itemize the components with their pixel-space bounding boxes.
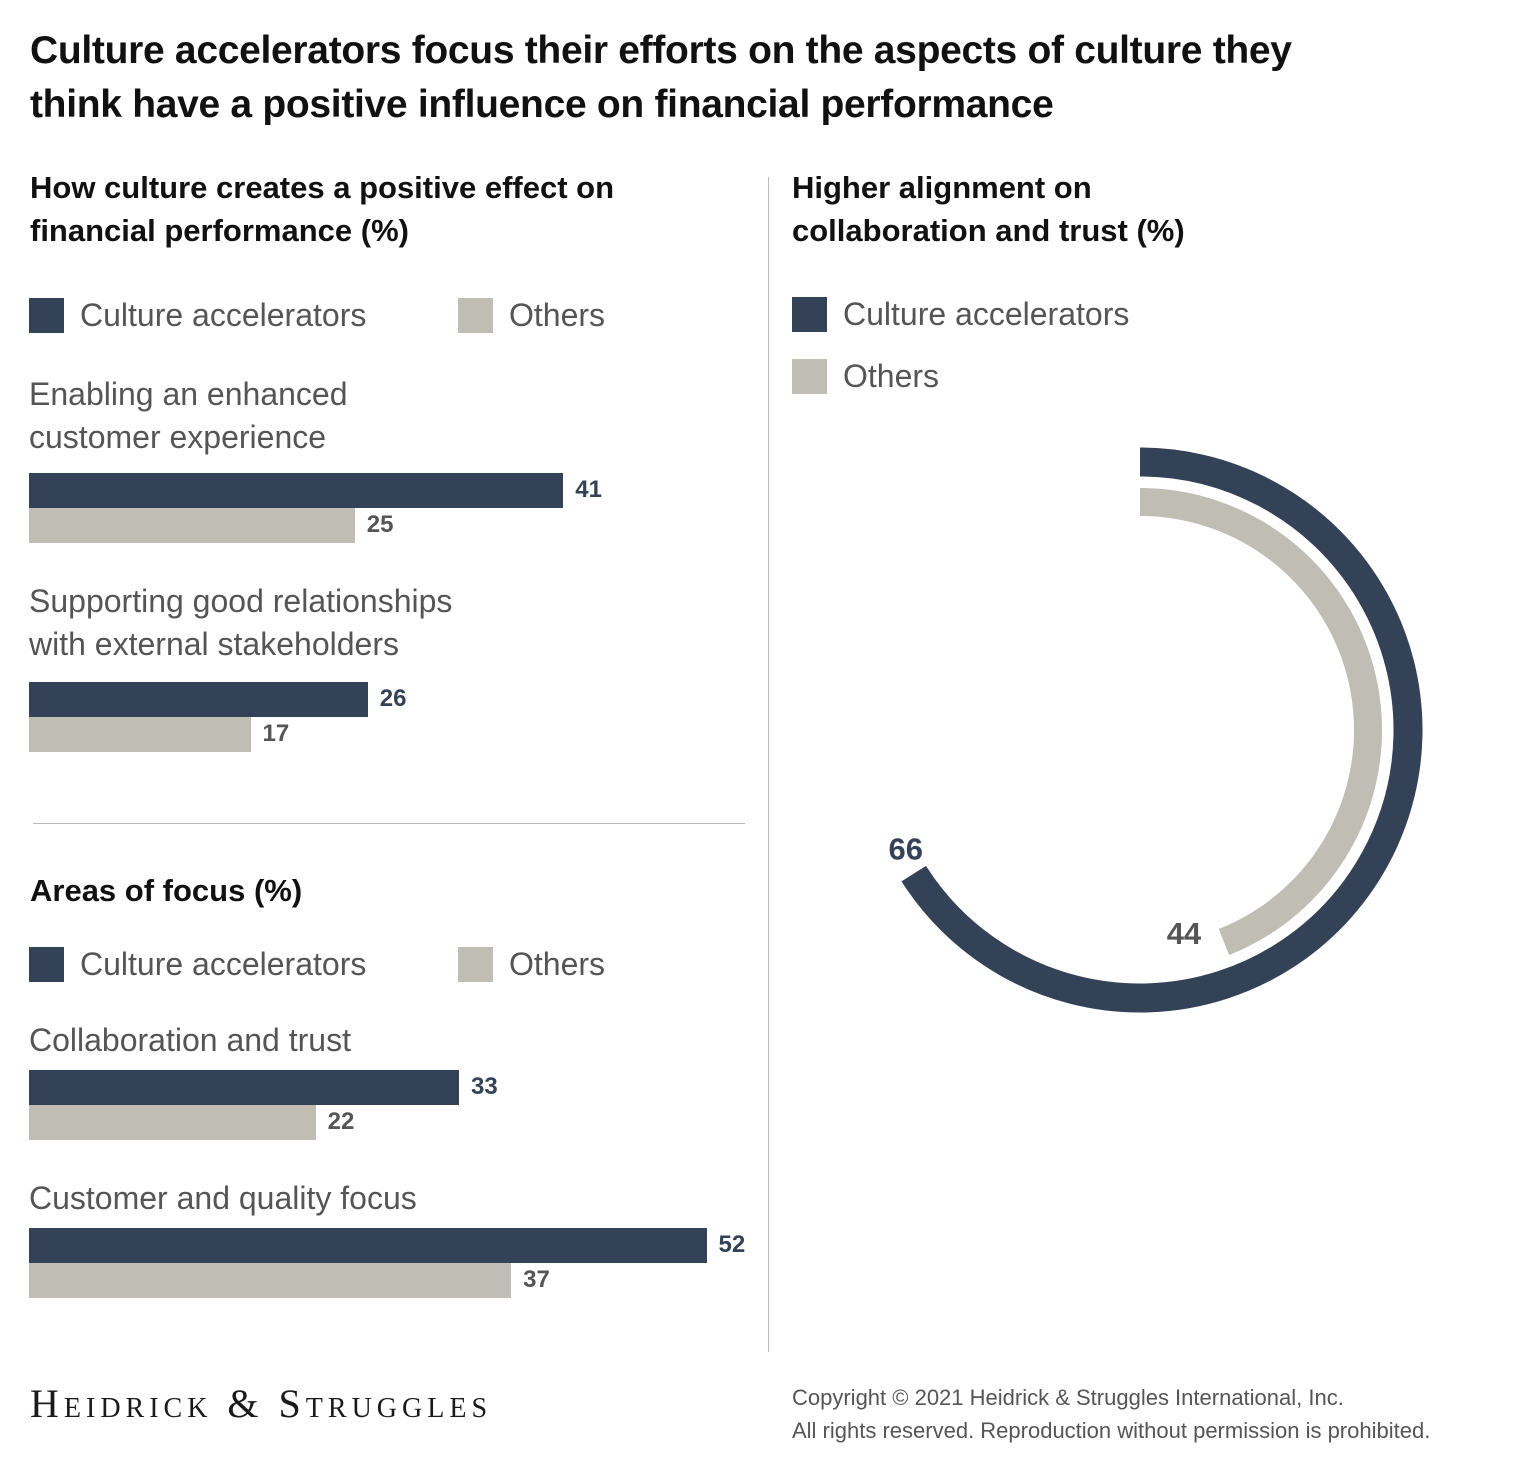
- heidrick-struggles-logo: Heidrick & Struggles: [30, 1380, 492, 1427]
- arc-value-label: 66: [888, 832, 922, 867]
- chart1-legend-accelerators: Culture accelerators: [29, 297, 366, 334]
- bar-others: [29, 508, 355, 543]
- legend-swatch: [792, 297, 827, 332]
- category-label: Customer and quality focus: [29, 1180, 417, 1216]
- bar-value-label: 26: [379, 685, 407, 712]
- arc-culture-accelerators: [901, 447, 1423, 1013]
- bar-value-label: 52: [718, 1231, 746, 1258]
- bar-culture-accelerators: [29, 682, 368, 717]
- vertical-divider: [768, 177, 769, 1352]
- bar-culture-accelerators: [29, 1228, 707, 1263]
- bar-others: [29, 1105, 316, 1140]
- category-label: Collaboration and trust: [29, 1022, 351, 1058]
- horizontal-divider: [33, 823, 745, 824]
- chart2-legend-accelerators: Culture accelerators: [29, 946, 366, 983]
- bar-value-label: 33: [470, 1073, 498, 1100]
- bar-value-label: 25: [366, 511, 394, 538]
- page-title: Culture accelerators focus their efforts…: [30, 29, 1292, 126]
- arc-value-label: 44: [1167, 916, 1202, 951]
- category-label: Supporting good relationships with exter…: [29, 583, 453, 662]
- copyright-line2: All rights reserved. Reproduction withou…: [792, 1418, 1431, 1443]
- legend-swatch: [792, 359, 827, 394]
- bar-culture-accelerators: [29, 473, 564, 508]
- logo-text: Heidrick & Struggles: [30, 1381, 493, 1426]
- legend-swatch: [29, 298, 64, 333]
- bar-value-label: 17: [262, 720, 290, 747]
- bar-culture-accelerators: [29, 1070, 459, 1105]
- legend-label: Culture accelerators: [80, 946, 367, 982]
- chart3-title: Higher alignment on collaboration and tr…: [792, 170, 1185, 248]
- legend-label: Culture accelerators: [843, 296, 1130, 332]
- legend-label: Others: [509, 297, 606, 333]
- legend-swatch: [458, 947, 493, 982]
- arc-others: [1139, 488, 1382, 955]
- bar-value-label: 41: [575, 476, 602, 503]
- chart2-legend-others: Others: [458, 946, 605, 983]
- chart1-title: How culture creates a positive effect on…: [30, 170, 615, 248]
- legend-label: Others: [843, 358, 940, 394]
- legend-label: Others: [509, 946, 606, 982]
- legend-swatch: [29, 947, 64, 982]
- legend-swatch: [458, 298, 493, 333]
- bar-value-label: 37: [523, 1266, 550, 1293]
- chart3-legend-accelerators: Culture accelerators: [792, 296, 1129, 333]
- copyright-line1: Copyright © 2021 Heidrick & Struggles In…: [792, 1385, 1344, 1410]
- chart3-legend-others: Others: [792, 358, 939, 395]
- legend-label: Culture accelerators: [80, 297, 367, 333]
- bar-others: [29, 717, 251, 752]
- chart1-legend-others: Others: [458, 297, 605, 334]
- bar-value-label: 22: [327, 1108, 355, 1135]
- bar-others: [29, 1263, 512, 1298]
- copyright: Copyright © 2021 Heidrick & Struggles In…: [792, 1381, 1430, 1447]
- chart2-title: Areas of focus (%): [30, 873, 303, 908]
- category-label: Enabling an enhanced customer experience: [29, 376, 348, 455]
